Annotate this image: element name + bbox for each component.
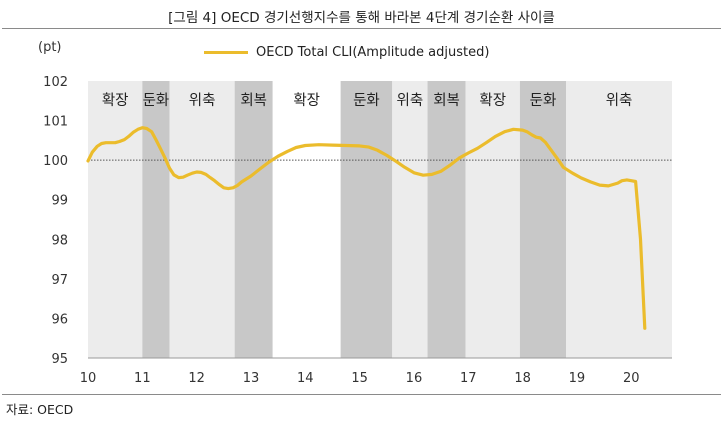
x-tick-label-2: 12 — [188, 371, 205, 386]
y-tick-label-6: 101 — [43, 115, 68, 130]
y-tick-label-3: 98 — [51, 233, 68, 248]
phase-label-9: 둔화 — [530, 92, 557, 109]
y-tick-label-4: 99 — [51, 194, 68, 209]
phase-band-0 — [88, 81, 143, 358]
phase-band-9 — [519, 81, 567, 358]
phase-label-10: 위축 — [606, 92, 633, 109]
phase-label-0: 확장 — [102, 92, 129, 109]
phase-band-1 — [142, 81, 170, 358]
x-tick-label-7: 17 — [460, 371, 477, 386]
phase-band-3 — [234, 81, 273, 358]
x-tick-label-9: 19 — [569, 371, 586, 386]
phase-band-7 — [427, 81, 466, 358]
x-tick-label-0: 10 — [80, 371, 97, 386]
phase-label-7: 회복 — [433, 92, 460, 109]
phase-label-6: 위축 — [397, 92, 424, 109]
x-tick-label-4: 14 — [297, 371, 314, 386]
series-line-0 — [86, 126, 647, 330]
phase-label-3: 회복 — [240, 92, 267, 109]
x-tick-label-8: 18 — [514, 371, 531, 386]
phase-band-5 — [340, 81, 393, 358]
phase-band-2 — [169, 81, 235, 358]
y-tick-label-7: 102 — [43, 75, 68, 90]
chart-legend: OECD Total CLI(Amplitude adjusted) — [204, 45, 489, 60]
x-tick-label-3: 13 — [243, 371, 260, 386]
phase-band-10 — [566, 81, 672, 358]
chart-title: [그림 4] OECD 경기선행지수를 통해 바라본 4단계 경기순환 사이클 — [168, 10, 555, 26]
phase-label-8: 확장 — [479, 92, 506, 109]
x-tick-label-6: 16 — [406, 371, 423, 386]
legend-label: OECD Total CLI(Amplitude adjusted) — [256, 45, 490, 60]
phase-label-5: 둔화 — [353, 92, 380, 109]
source-divider — [2, 394, 721, 395]
y-tick-label-5: 100 — [43, 154, 68, 169]
x-tick-label-1: 11 — [134, 371, 151, 386]
y-tick-label-1: 96 — [51, 312, 68, 327]
y-tick-label-0: 95 — [51, 352, 68, 367]
phase-label-1: 둔화 — [143, 92, 170, 109]
phase-band-8 — [465, 81, 520, 358]
source-note: 자료: OECD — [6, 402, 74, 417]
title-divider — [2, 28, 721, 29]
x-tick-label-10: 20 — [623, 371, 640, 386]
y-axis-unit: (pt) — [38, 40, 62, 55]
x-tick-label-5: 15 — [351, 371, 368, 386]
phase-band-4 — [272, 81, 341, 358]
y-tick-label-2: 97 — [51, 273, 68, 288]
legend-swatch — [204, 51, 248, 54]
phase-label-2: 위축 — [189, 92, 216, 109]
phase-band-6 — [392, 81, 428, 358]
phase-label-4: 확장 — [293, 92, 320, 109]
